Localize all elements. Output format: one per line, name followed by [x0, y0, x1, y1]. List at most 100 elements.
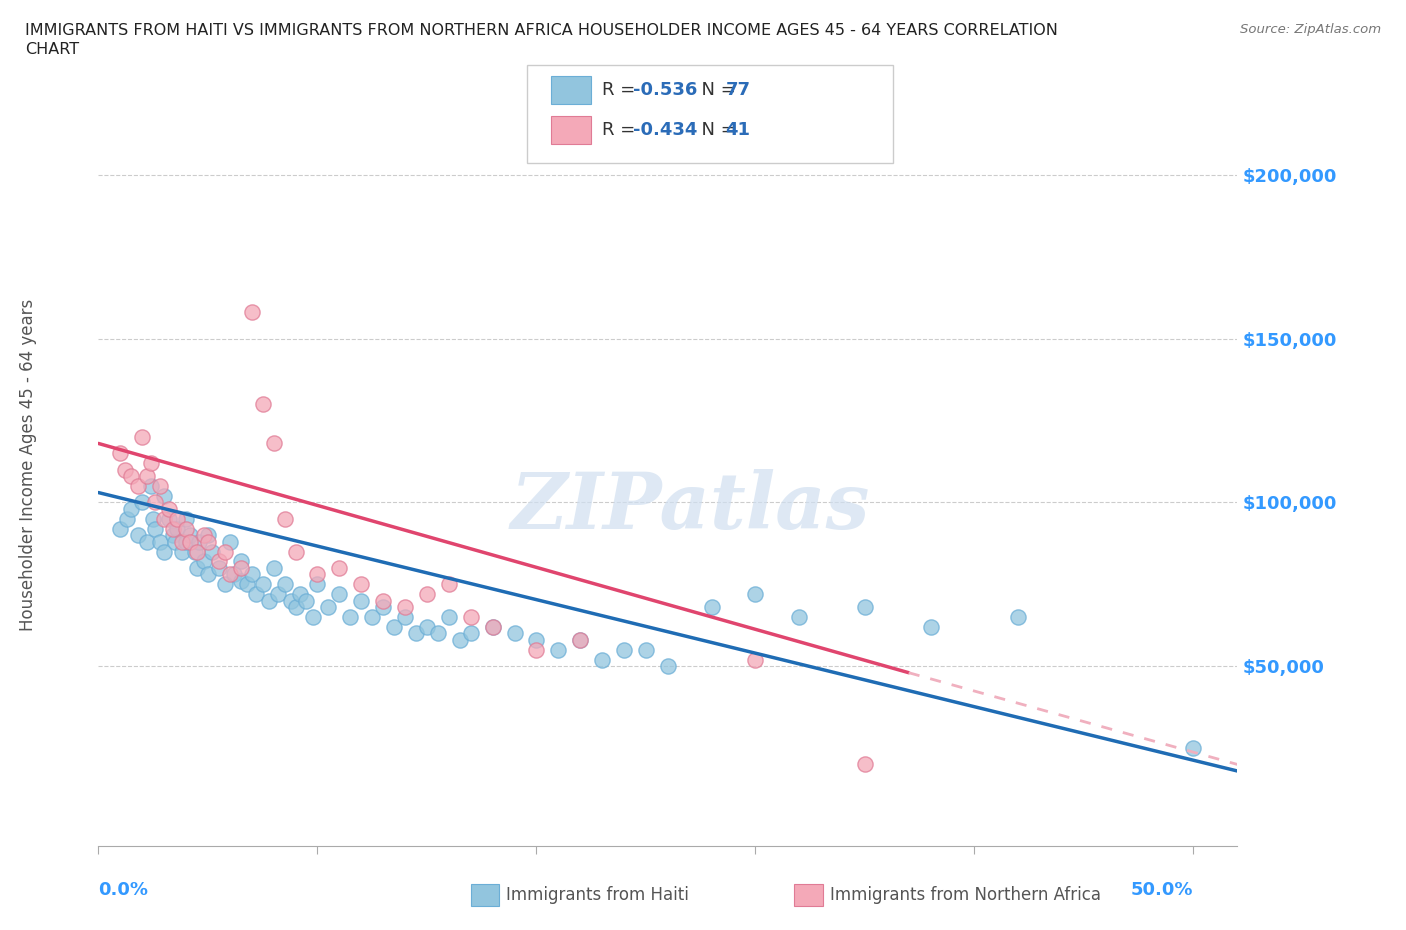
Point	[416, 587, 439, 602]
Point	[197, 527, 219, 542]
Point	[437, 577, 460, 591]
Point	[115, 512, 138, 526]
Point	[139, 456, 162, 471]
Point	[361, 609, 384, 624]
Point	[273, 577, 295, 591]
Point	[193, 554, 215, 569]
Point	[174, 512, 197, 526]
Point	[166, 521, 188, 536]
Point	[744, 587, 766, 602]
Point	[569, 632, 592, 647]
Point	[197, 567, 219, 582]
Text: 0.0%: 0.0%	[98, 881, 149, 899]
Point	[920, 619, 942, 634]
Text: Householder Income Ages 45 - 64 years: Householder Income Ages 45 - 64 years	[20, 299, 37, 631]
Point	[127, 479, 149, 494]
Point	[267, 587, 290, 602]
Point	[186, 561, 208, 576]
Point	[145, 521, 166, 536]
Point	[110, 445, 132, 460]
Point	[394, 609, 416, 624]
Text: 50.0%: 50.0%	[1130, 881, 1194, 899]
Point	[288, 587, 311, 602]
Point	[273, 512, 295, 526]
Point	[339, 609, 361, 624]
Point	[449, 632, 471, 647]
Point	[139, 479, 162, 494]
Point	[229, 574, 252, 589]
Text: Immigrants from Haiti: Immigrants from Haiti	[506, 885, 689, 904]
Point	[460, 626, 482, 641]
Point	[460, 609, 482, 624]
Point	[193, 527, 215, 542]
Point	[350, 577, 373, 591]
Point	[853, 600, 876, 615]
Point	[787, 609, 810, 624]
Point	[127, 527, 149, 542]
Point	[170, 544, 193, 559]
Point	[245, 587, 267, 602]
Point	[526, 632, 548, 647]
Point	[526, 643, 548, 658]
Text: R =: R =	[602, 121, 641, 140]
Text: N =: N =	[690, 121, 742, 140]
Point	[142, 512, 165, 526]
Point	[1182, 740, 1205, 755]
Point	[547, 643, 569, 658]
Point	[280, 593, 302, 608]
Text: ZIPatlas: ZIPatlas	[510, 469, 870, 546]
Point	[295, 593, 318, 608]
Point	[371, 600, 394, 615]
Text: IMMIGRANTS FROM HAITI VS IMMIGRANTS FROM NORTHERN AFRICA HOUSEHOLDER INCOME AGES: IMMIGRANTS FROM HAITI VS IMMIGRANTS FROM…	[25, 23, 1059, 38]
Point	[657, 658, 679, 673]
Point	[240, 567, 263, 582]
Text: 77: 77	[725, 81, 751, 100]
Point	[179, 534, 201, 549]
Point	[426, 626, 449, 641]
Point	[157, 512, 180, 526]
Point	[218, 534, 240, 549]
Point	[481, 619, 503, 634]
Point	[481, 619, 503, 634]
Point	[120, 469, 142, 484]
Point	[149, 534, 172, 549]
Point	[174, 521, 197, 536]
Point	[214, 544, 236, 559]
Point	[229, 554, 252, 569]
Text: N =: N =	[690, 81, 742, 100]
Text: Immigrants from Northern Africa: Immigrants from Northern Africa	[830, 885, 1101, 904]
Point	[236, 577, 259, 591]
Point	[208, 554, 231, 569]
Text: CHART: CHART	[25, 42, 79, 57]
Point	[153, 512, 176, 526]
Point	[853, 757, 876, 772]
Point	[214, 577, 236, 591]
Point	[263, 436, 285, 451]
Point	[503, 626, 526, 641]
Point	[170, 534, 193, 549]
Point	[114, 462, 136, 477]
Point	[591, 652, 613, 667]
Point	[218, 567, 240, 582]
Point	[1007, 609, 1029, 624]
Point	[153, 488, 176, 503]
Point	[382, 619, 405, 634]
Point	[307, 567, 329, 582]
Point	[224, 567, 246, 582]
Point	[700, 600, 723, 615]
Point	[284, 600, 307, 615]
Point	[166, 512, 188, 526]
Text: -0.536: -0.536	[633, 81, 697, 100]
Point	[405, 626, 427, 641]
Point	[179, 527, 201, 542]
Point	[263, 561, 285, 576]
Point	[120, 501, 142, 516]
Point	[416, 619, 439, 634]
Point	[302, 609, 325, 624]
Point	[157, 501, 180, 516]
Point	[131, 430, 153, 445]
Point	[162, 521, 184, 536]
Text: R =: R =	[602, 81, 641, 100]
Point	[131, 495, 153, 510]
Point	[135, 469, 157, 484]
